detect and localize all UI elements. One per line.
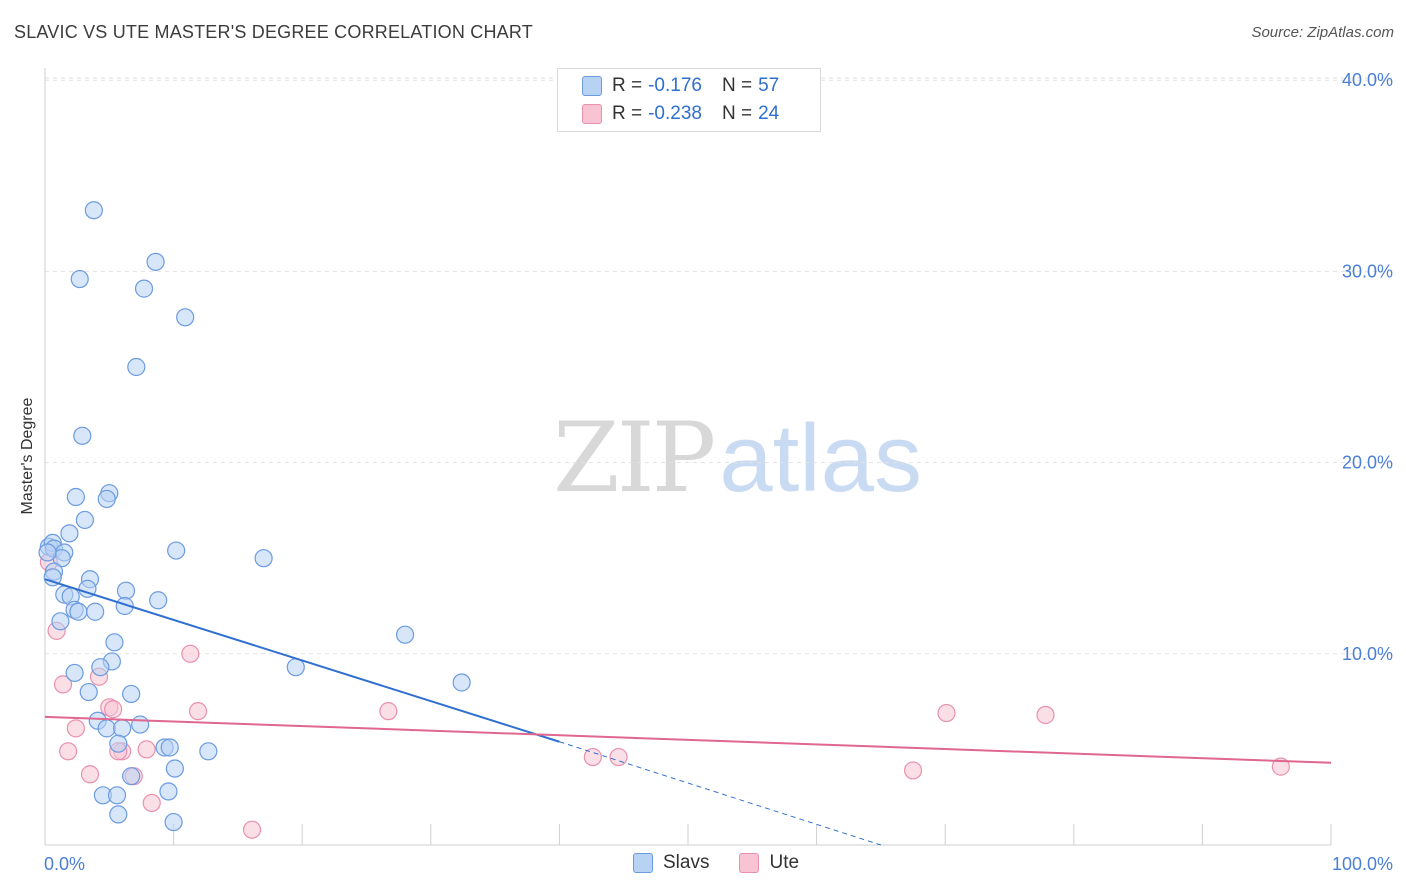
tick-labels: 10.0% 20.0% 30.0% 40.0% 0.0% 100.0% [44, 70, 1393, 874]
slavs-point [73, 426, 92, 445]
ute-legend-swatch [739, 853, 760, 873]
slavs-legend-swatch [633, 853, 653, 873]
slavs-point [199, 742, 218, 761]
slavs-point [38, 543, 57, 562]
y-tick-label: 10.0% [1342, 644, 1393, 664]
legend-item-ute[interactable]: Ute [739, 852, 799, 874]
ute-point [80, 765, 100, 784]
slavs-point [107, 786, 127, 805]
slavs-point [131, 715, 150, 734]
ute-point [181, 644, 200, 663]
slavs-point [69, 602, 88, 621]
slavs-point [122, 684, 141, 704]
slavs-point [127, 357, 146, 377]
slavs-point [65, 663, 84, 683]
y-tick-label: 40.0% [1342, 70, 1393, 90]
slavs-point [97, 719, 116, 738]
legend-r-value: -0.238 [648, 103, 702, 124]
ute-point [583, 747, 602, 767]
ute-point [53, 675, 73, 694]
slavs-point [452, 673, 471, 692]
ute-trend-line [44, 715, 1332, 764]
legend-r-value: -0.176 [648, 75, 702, 96]
slavs-point [164, 812, 183, 832]
slavs-swatch [582, 76, 602, 96]
slavs-point [105, 633, 124, 652]
ute-point [609, 747, 628, 767]
ute-point [188, 702, 208, 721]
slavs-point [176, 308, 195, 327]
slavs-point [122, 767, 141, 786]
legend-n-label: N = [721, 75, 753, 96]
slavs-legend-label: Slavs [663, 852, 710, 873]
slavs-point [109, 805, 128, 824]
ute-point [142, 793, 161, 813]
y-tick-label: 30.0% [1342, 261, 1393, 281]
x-tick-label: 100.0% [1332, 854, 1393, 874]
ute-swatch [582, 104, 602, 124]
slavs-point [109, 734, 128, 753]
series-legend: Slavs Ute [633, 852, 829, 874]
slavs-point [159, 782, 178, 801]
source-label: Source: ZipAtlas.com [1251, 24, 1394, 41]
correlation-legend: R = -0.176 N = 57 R = -0.238 N = 24 [557, 68, 821, 132]
x-tick-label: 0.0% [44, 854, 85, 874]
slavs-point [97, 489, 116, 509]
y-tick-label: 20.0% [1342, 453, 1393, 473]
slavs-point [160, 738, 179, 757]
ute-point [137, 740, 156, 759]
slavs-point [84, 201, 103, 220]
ute-point [1271, 757, 1290, 776]
slavs-point [165, 759, 184, 778]
ute-legend-label: Ute [769, 852, 800, 873]
slavs-point [70, 269, 89, 289]
slavs-point [86, 602, 105, 621]
slavs-point [43, 568, 62, 587]
slavs-point [254, 549, 273, 568]
grid-layer [45, 77, 1392, 655]
ute-point [903, 761, 923, 780]
ute-point [1036, 705, 1055, 725]
slavs-point [75, 510, 94, 530]
ute-point [379, 702, 398, 721]
ute-point [937, 703, 956, 723]
legend-r-label: R = [612, 103, 643, 124]
slavs-point [116, 581, 136, 600]
slavs-point [91, 658, 110, 677]
slavs-point [113, 719, 132, 738]
legend-n-value: 57 [758, 75, 780, 96]
ute-points [39, 552, 1290, 839]
slavs-trend-extension [559, 741, 882, 846]
axis-layer [44, 68, 1332, 846]
legend-n-label: N = [721, 103, 753, 124]
slavs-point [115, 596, 134, 616]
ute-point [66, 719, 85, 738]
legend-item-slavs[interactable]: Slavs [633, 852, 709, 874]
slavs-point [60, 524, 79, 543]
slavs-trend-line [44, 578, 560, 743]
ute-point [59, 742, 78, 761]
legend-n-value: 24 [758, 103, 780, 124]
legend-row-slavs: R = -0.176 N = 57 [582, 74, 779, 98]
slavs-point [51, 612, 70, 631]
legend-row-ute: R = -0.238 N = 24 [582, 102, 779, 126]
ute-point [104, 700, 123, 719]
slavs-point [146, 252, 165, 271]
slavs-point [66, 487, 85, 507]
slavs-point [149, 591, 168, 610]
slavs-points [38, 201, 471, 832]
ute-point [242, 820, 262, 839]
chart-title: SLAVIC VS UTE MASTER'S DEGREE CORRELATIO… [14, 22, 533, 42]
legend-r-label: R = [612, 75, 643, 96]
slavs-point [395, 625, 415, 644]
slavs-point [167, 541, 186, 560]
slavs-point [79, 682, 98, 702]
slavs-point [134, 279, 154, 298]
trend-layer [44, 578, 1332, 846]
